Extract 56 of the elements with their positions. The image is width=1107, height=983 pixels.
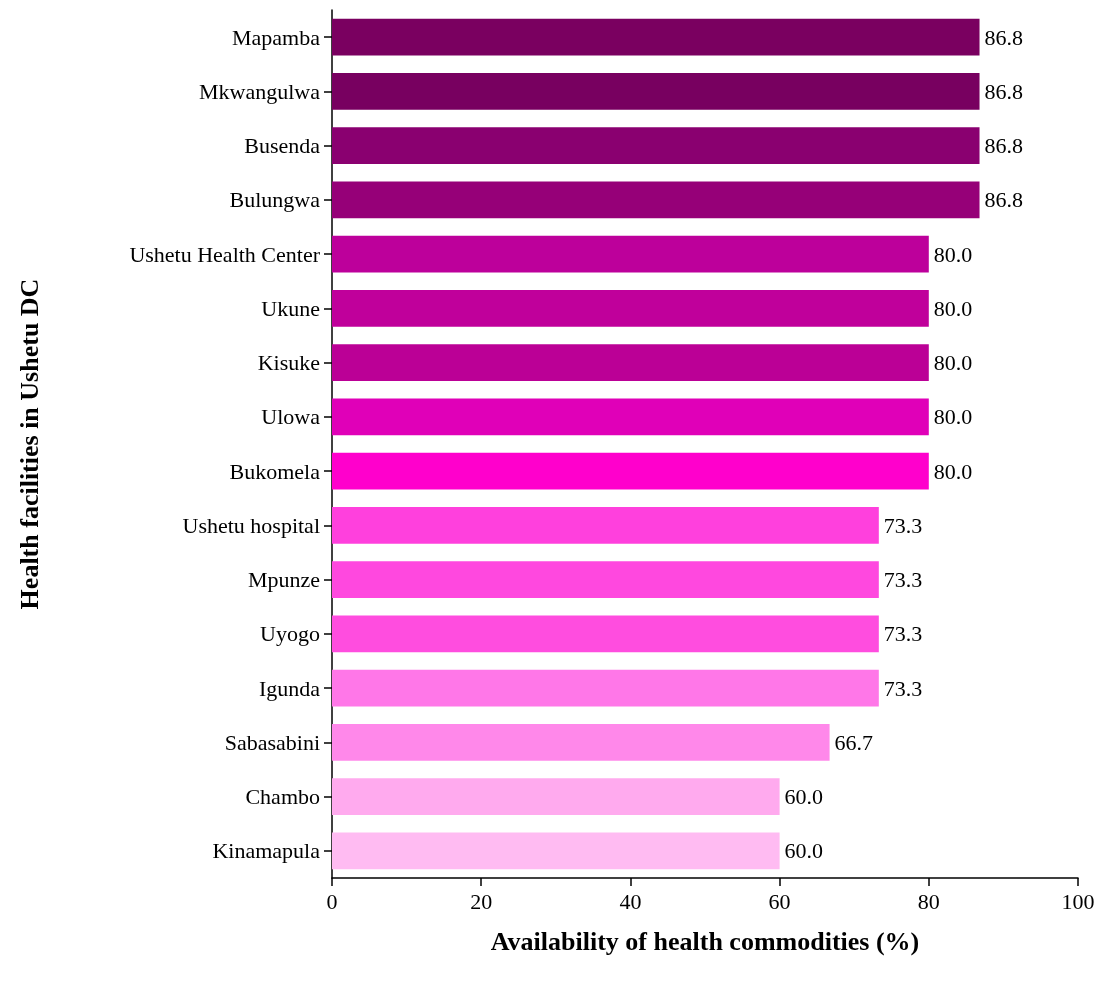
y-tick-label: Ushetu Health Center xyxy=(129,241,321,267)
data-label: 80.0 xyxy=(933,350,973,376)
x-axis-title: Availability of health commodities (%) xyxy=(490,926,920,956)
bar xyxy=(332,832,780,870)
y-tick-label: Mkwangulwa xyxy=(199,78,321,104)
data-label: 80.0 xyxy=(933,458,973,484)
x-tick-label: 0 xyxy=(326,888,338,914)
x-tick-label: 20 xyxy=(470,888,493,914)
y-axis-title: Health facilities in Ushetu DC xyxy=(14,278,44,610)
y-tick-label: Bulungwa xyxy=(229,187,321,213)
bar xyxy=(332,669,879,707)
y-tick-label: Uyogo xyxy=(260,621,320,647)
y-tick-label: Ukune xyxy=(261,295,320,321)
bar xyxy=(332,72,980,110)
data-label: 80.0 xyxy=(933,404,973,430)
bar xyxy=(332,615,879,653)
y-tick-label: Kisuke xyxy=(257,350,320,376)
y-tick-label: Mpunze xyxy=(247,567,320,593)
y-tick-label: Mapamba xyxy=(232,24,321,50)
data-label: 73.3 xyxy=(883,675,923,701)
bar xyxy=(332,235,929,273)
bar xyxy=(332,289,929,327)
y-tick-label: Busenda xyxy=(244,133,321,159)
bar xyxy=(332,398,929,436)
data-label: 86.8 xyxy=(984,24,1024,50)
bar xyxy=(332,778,780,816)
data-label: 86.8 xyxy=(984,78,1024,104)
y-tick-label: Chambo xyxy=(245,784,320,810)
bar xyxy=(332,561,879,599)
data-label: 73.3 xyxy=(883,512,923,538)
y-tick-label: Kinamapula xyxy=(212,838,321,864)
x-tick-label: 40 xyxy=(619,888,642,914)
data-label: 80.0 xyxy=(933,295,973,321)
y-tick-label: Igunda xyxy=(258,675,321,701)
bar xyxy=(332,723,830,761)
y-tick-label: Sabasabini xyxy=(224,729,320,755)
data-label: 60.0 xyxy=(784,784,824,810)
bar xyxy=(332,181,980,219)
x-tick-label: 60 xyxy=(768,888,791,914)
x-tick-label: 100 xyxy=(1061,888,1095,914)
bar xyxy=(332,344,929,382)
data-label: 86.8 xyxy=(984,133,1024,159)
data-label: 60.0 xyxy=(784,838,824,864)
y-tick-label: Bukomela xyxy=(229,458,321,484)
data-label: 80.0 xyxy=(933,241,973,267)
bar xyxy=(332,452,929,490)
data-label: 66.7 xyxy=(834,729,874,755)
data-label: 86.8 xyxy=(984,187,1024,213)
y-tick-label: Ulowa xyxy=(261,404,321,430)
data-label: 73.3 xyxy=(883,621,923,647)
bar xyxy=(332,506,879,544)
bar xyxy=(332,127,980,165)
y-tick-label: Ushetu hospital xyxy=(182,512,320,538)
data-label: 73.3 xyxy=(883,567,923,593)
bar xyxy=(332,18,980,56)
x-tick-label: 80 xyxy=(917,888,940,914)
